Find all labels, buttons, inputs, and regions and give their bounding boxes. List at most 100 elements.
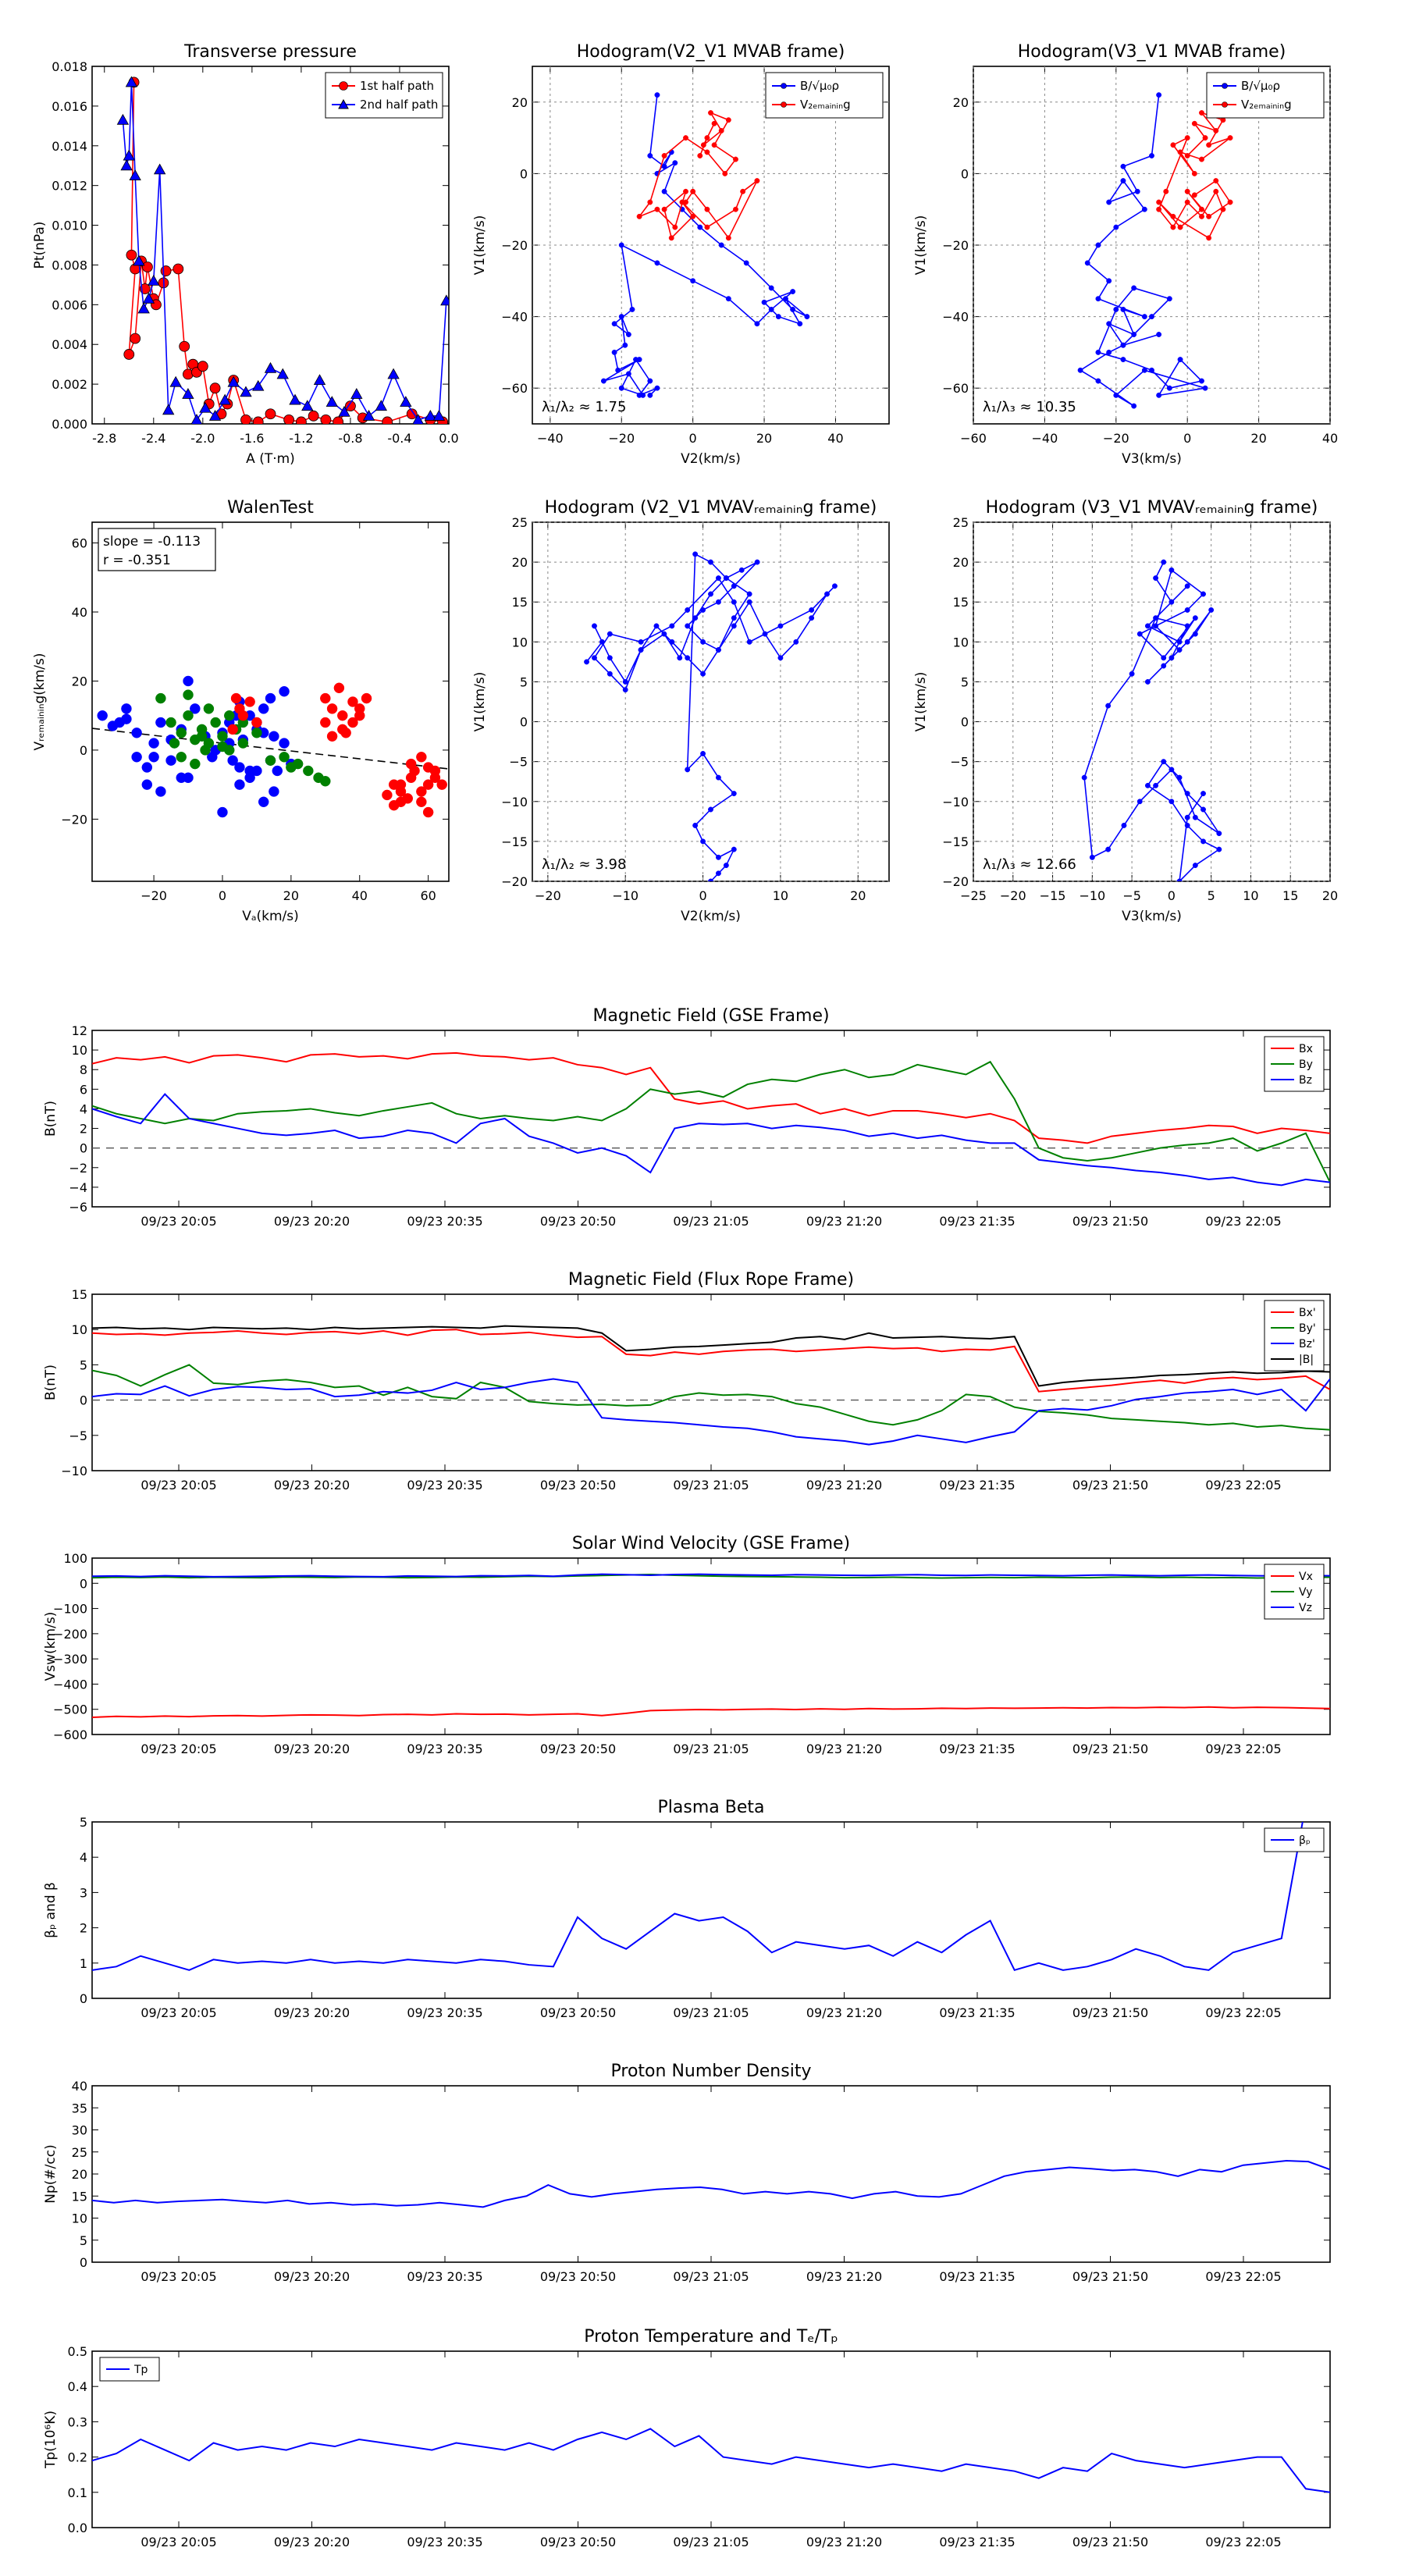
data-point [606,631,613,637]
x-tick-label: 09/23 21:20 [806,2005,882,2020]
data-point [1129,671,1135,677]
data-point [1227,135,1233,141]
data-point [1199,378,1204,384]
data-point [1184,153,1190,158]
ts3-panel: Solar Wind Velocity (GSE Frame) −600 −500 −… [43,1534,1331,1756]
data-point [1106,278,1112,284]
data-point [1176,774,1183,781]
data-point [1144,782,1151,788]
series-line-Vx [92,1706,1330,1719]
data-point [790,289,796,294]
legend-marker [1222,83,1228,89]
data-point [1177,224,1183,230]
plot-frame [91,2350,1331,2528]
data-point [633,357,638,363]
y-tick-label: 0 [80,1141,87,1156]
data-point [295,416,307,424]
data-point [416,786,427,797]
data-point [320,717,331,728]
data-point [313,374,326,386]
data-point [1156,206,1162,212]
x-tick-label: −20 [1103,431,1129,446]
data-point [700,639,706,645]
data-point [718,127,724,133]
data-point [683,135,688,141]
data-point [350,388,363,399]
data-point [131,728,142,738]
data-point [725,235,731,241]
data-point [1168,567,1175,573]
data-point [116,113,130,125]
x-tick-label: 09/23 21:50 [1072,2269,1148,2284]
data-point [746,639,752,645]
data-point [618,314,624,320]
x-tick-label: 09/23 20:05 [140,2005,216,2020]
data-point [375,400,388,411]
chart-title: Proton Temperature and Tₑ/Tₚ [584,2327,838,2347]
data-point [123,149,135,161]
eigenvalue-ratio-annotation: λ₁/λ₃ ≈ 10.35 [983,399,1076,415]
x-tick-label: 20 [1250,431,1266,446]
data-point [692,822,699,828]
data-point [1153,623,1159,629]
data-point [320,775,331,787]
series-line-2nd half path [122,82,447,422]
data-point [97,710,108,721]
series-line-0 [585,553,836,881]
plot-area [1081,559,1222,881]
data-point [1095,296,1101,302]
chart-title: Hodogram (V3_V1 MVAVᵣₑₘₐᵢₙᵢₙg frame) [986,498,1318,518]
y-tick-label: 20 [953,555,969,570]
data-point [1144,623,1151,629]
data-point [197,361,208,372]
legend: B/√μ₀ρ V₂ₑₘₐᵢₙᵢₙg [765,72,884,119]
data-point [382,416,393,424]
plot-area [92,1051,1330,1187]
x-tick-label: 09/23 21:50 [1072,1478,1148,1493]
data-point [251,728,262,738]
data-point [326,703,338,714]
x-tick-label: 20 [850,888,866,903]
data-point [1153,615,1159,621]
x-tick-label: 09/23 21:35 [939,2269,1015,2284]
x-tick-label: 09/23 20:35 [407,1214,482,1229]
data-point [1184,623,1190,629]
data-point [622,678,628,685]
data-point [183,689,194,700]
x-tick-label: 09/23 20:50 [540,2005,616,2020]
data-point [258,796,269,808]
series-line-Bz [92,1093,1330,1187]
series-line-βₚ [92,1822,1304,1972]
x-tick-label: 09/23 20:35 [407,1478,482,1493]
y-tick-label: −10 [942,795,969,809]
data-point [1192,863,1198,869]
y-tick-label: −20 [501,874,528,889]
data-point [1170,224,1176,230]
y-tick-label: 35 [72,2101,87,2115]
legend-label: Bx' [1299,1307,1316,1319]
data-point [1199,156,1204,162]
y-tick-label: −6 [69,1200,87,1215]
data-point [400,396,412,407]
plot-frame [91,66,450,425]
y-tick-label: 5 [961,674,969,689]
data-point [244,696,255,707]
x-tick-label: 09/23 22:05 [1205,1742,1281,1756]
data-point [761,299,767,305]
x-tick-label: -2.4 [141,431,165,446]
data-point [176,728,187,738]
data-point [685,767,691,773]
data-point [790,306,796,312]
ts4-panel: Plasma Beta 0 1 2 3 4 5 09/23 20:05 09/23 20:20 0… [43,1798,1331,2020]
data-point [1199,206,1204,212]
x-tick-label: 09/23 20:20 [274,2269,350,2284]
data-point [227,755,238,766]
y-tick-label: 3 [80,1885,87,1900]
data-point [107,720,119,731]
data-point [1149,314,1154,320]
data-point [337,724,348,735]
data-point [190,758,201,770]
plot-area [584,551,838,881]
data-point [704,224,710,230]
data-point [190,703,201,714]
